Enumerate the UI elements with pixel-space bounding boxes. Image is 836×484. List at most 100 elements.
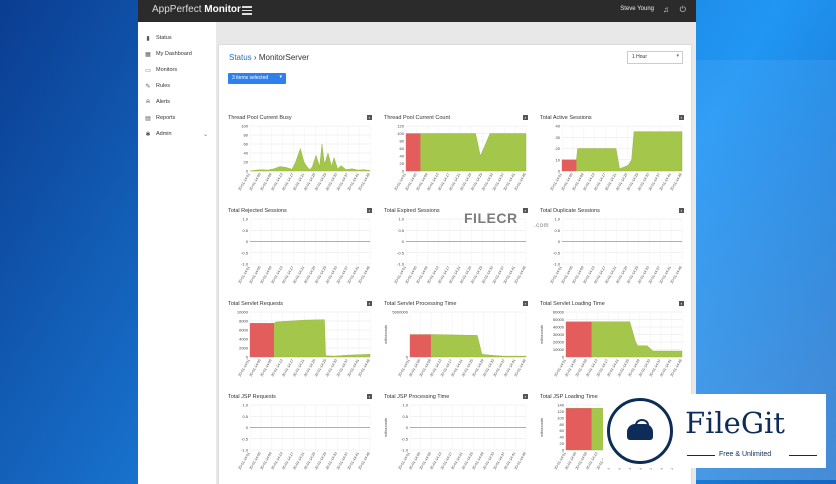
app-brand[interactable]: AppPerfect Monitor	[152, 4, 241, 15]
power-icon[interactable]: ⏻	[679, 5, 686, 14]
chart-thread-pool-current-count: Thread Pool Current Count ▪ 120 100 80 60 40 20…	[384, 115, 530, 201]
y-tick-label: 0	[558, 239, 561, 244]
y-tick-label: -0.5	[241, 250, 249, 255]
expand-chart-icon[interactable]: ▪	[523, 115, 528, 120]
y-tick-label: 0	[246, 239, 249, 244]
y-tick-label: 0.5	[242, 414, 248, 419]
y-tick-label: 6000	[239, 328, 249, 333]
sidebar-item-alerts[interactable]: ⍾ Alerts	[144, 96, 214, 108]
expand-chart-icon[interactable]: ▪	[523, 301, 528, 306]
chart-title: Total JSP Requests	[228, 394, 276, 400]
y-axis-label: milliseconds	[540, 325, 544, 344]
sidebar-item-status[interactable]: ▮ Status	[144, 32, 214, 44]
y-tick-label: 1.0	[242, 217, 248, 222]
y-tick-label: 1.0	[242, 403, 248, 408]
brand-light: AppPerfect	[152, 4, 202, 15]
filegit-tagline: Free & Unlimited	[719, 451, 772, 458]
alert-region	[250, 323, 274, 357]
expand-chart-icon[interactable]: ▪	[679, 115, 684, 120]
alert-region	[410, 334, 431, 357]
x-tick-label: 20-01-14:46	[670, 173, 683, 192]
y-tick-label: 40	[556, 124, 561, 129]
x-tick-label: 20-01-14:46	[514, 266, 527, 285]
series-area	[561, 131, 683, 172]
sidebar-item-reports[interactable]: ▤ Reports	[144, 112, 214, 124]
expand-chart-icon[interactable]: ▪	[367, 208, 372, 213]
x-tick-label: 20-01-14:46	[358, 452, 371, 471]
sidebar-item-rules[interactable]: ✎ Rules	[144, 80, 214, 92]
y-tick-label: 20	[400, 161, 405, 166]
sidebar-item-my-dashboard[interactable]: ▦ My Dashboard	[144, 48, 214, 60]
breadcrumb-status-link[interactable]: Status	[229, 53, 252, 62]
sidebar-item-monitors[interactable]: ▭ Monitors	[144, 64, 214, 76]
chart-plot: 1.00.50-0.5-1.020-01-14:0120-01-14:0520-…	[238, 217, 371, 285]
chart-title: Total Servlet Requests	[228, 301, 284, 307]
filegit-logo-icon	[607, 398, 673, 464]
y-tick-label: 40	[400, 154, 405, 159]
sidebar-item-label: Status	[156, 35, 172, 41]
chart-title: Total Active Sessions	[540, 115, 592, 121]
user-name[interactable]: Steve Young	[620, 6, 654, 12]
expand-chart-icon[interactable]: ▪	[679, 208, 684, 213]
alert-region	[566, 408, 592, 450]
sidebar-item-label: My Dashboard	[156, 51, 192, 57]
breadcrumb-current: MonitorServer	[258, 53, 310, 62]
y-tick-label: 0.5	[402, 414, 408, 419]
chart-icon: ▮	[146, 35, 150, 42]
expand-chart-icon[interactable]: ▪	[523, 208, 528, 213]
y-tick-label: 1.0	[398, 217, 404, 222]
time-range-select[interactable]: 1 Hour ▾	[627, 51, 683, 64]
expand-chart-icon[interactable]: ▪	[367, 394, 372, 399]
y-tick-label: 0	[246, 425, 249, 430]
y-tick-label: 40	[244, 151, 249, 156]
y-tick-label: -1.0	[397, 262, 405, 267]
chart-plot: 10080604020020-01-14:0120-01-14:0520-01-…	[238, 124, 371, 192]
y-tick-label: -0.5	[553, 250, 561, 255]
expand-chart-icon[interactable]: ▪	[367, 301, 372, 306]
y-tick-label: 80	[560, 422, 565, 427]
y-tick-label: 80	[244, 133, 249, 138]
app-window: AppPerfect Monitor Steve Young ♫ ⏻ ▮ Stat…	[138, 0, 696, 484]
y-tick-label: 10000	[237, 310, 249, 315]
breadcrumb: Status › MonitorServer	[229, 53, 309, 62]
expand-chart-icon[interactable]: ▪	[367, 115, 372, 120]
bell-icon[interactable]: ♫	[663, 5, 669, 14]
y-tick-label: 0	[402, 169, 405, 174]
caret-down-icon: ▾	[279, 74, 282, 80]
y-tick-label: 4000	[239, 337, 249, 342]
filecr-text: FILECR	[464, 210, 518, 226]
y-tick-label: -0.5	[401, 436, 409, 441]
y-tick-label: 120	[557, 409, 564, 414]
y-tick-label: 0	[406, 425, 409, 430]
chart-total-servlet-requests: Total Servlet Requests ▪ 10000 8000 6000 4000…	[228, 301, 374, 387]
hamburger-icon[interactable]	[242, 4, 252, 15]
y-tick-label: 20000	[553, 340, 565, 345]
y-tick-label: 60	[560, 428, 565, 433]
time-range-value: 1 Hour	[632, 54, 648, 60]
y-tick-label: 0	[406, 355, 409, 360]
items-selected-dropdown[interactable]: 3 items selected ▾	[228, 73, 286, 84]
chart-total-active-sessions: Total Active Sessions ▪ 40 30 20 10 0 20-01-14:…	[540, 115, 686, 201]
y-tick-label: 0.5	[242, 228, 248, 233]
alert-region	[406, 133, 421, 171]
filegit-name: FileGit	[685, 406, 785, 440]
y-tick-label: 1.0	[554, 217, 560, 222]
chart-plot: 100008000600040002000020-01-14:0120-01-1…	[237, 310, 371, 378]
chart-title: Total Servlet Processing Time	[384, 301, 457, 307]
y-tick-label: 20	[560, 441, 565, 446]
y-tick-label: -1.0	[241, 262, 249, 267]
chart-plot: 1.00.50-0.5-1.020-01-14:0120-01-14:0520-…	[394, 217, 527, 285]
expand-chart-icon[interactable]: ▪	[679, 301, 684, 306]
y-axis-label: milliseconds	[384, 418, 388, 437]
x-tick-label: 20-01-14:46	[514, 173, 527, 192]
chart-plot: 12010080604020020-01-14:0120-01-14:0520-…	[394, 124, 527, 192]
chart-plot: 1.00.50-0.5-1.0milliseconds20-01-14:0120…	[384, 403, 527, 471]
sidebar-item-label: Admin	[156, 131, 172, 137]
sidebar-item-label: Alerts	[156, 99, 171, 105]
chart-title: Thread Pool Current Busy	[228, 115, 292, 121]
y-tick-label: 0	[246, 355, 249, 360]
y-tick-label: 50000	[553, 317, 565, 322]
items-selected-label: 3 items selected	[232, 75, 269, 81]
expand-chart-icon[interactable]: ▪	[523, 394, 528, 399]
sidebar-item-admin[interactable]: ✱ Admin ⌄	[144, 128, 214, 140]
